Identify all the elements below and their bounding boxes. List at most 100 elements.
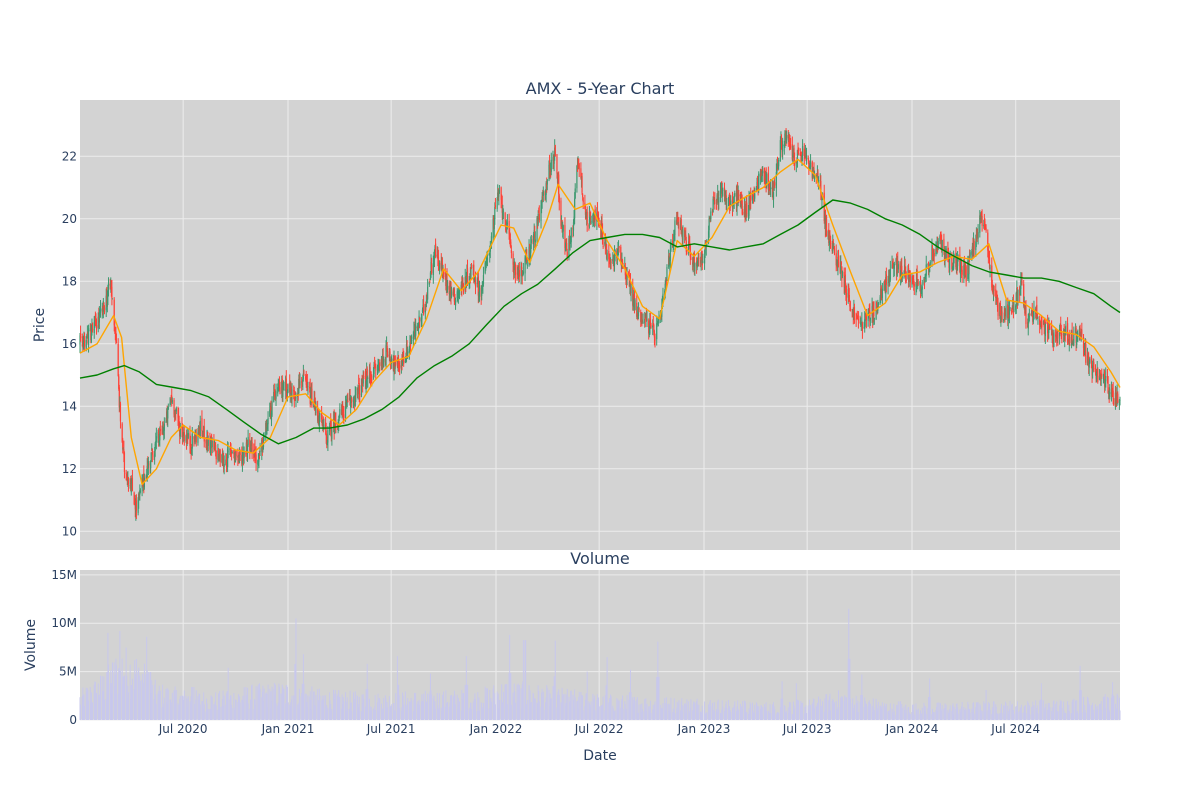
volume-bar bbox=[137, 671, 139, 720]
volume-bar bbox=[386, 702, 388, 720]
volume-bar bbox=[337, 695, 339, 720]
volume-bar bbox=[1113, 696, 1115, 720]
candle-body bbox=[869, 310, 871, 322]
candle-body bbox=[945, 248, 947, 259]
volume-chart-title: Volume bbox=[570, 549, 630, 568]
candle-body bbox=[714, 199, 716, 205]
volume-bar bbox=[153, 699, 155, 720]
candle-body bbox=[334, 416, 336, 434]
candle-body bbox=[183, 432, 185, 441]
volume-bar bbox=[349, 690, 351, 720]
candle-body bbox=[1104, 370, 1106, 387]
volume-bar bbox=[706, 712, 708, 720]
volume-bar bbox=[612, 705, 614, 720]
candle-body bbox=[203, 426, 205, 442]
candle-body bbox=[330, 421, 332, 430]
candle-body bbox=[829, 235, 832, 244]
volume-bar bbox=[809, 711, 811, 720]
volume-bar bbox=[506, 683, 508, 720]
volume-bar bbox=[265, 692, 267, 720]
volume-bar bbox=[923, 702, 925, 720]
x-tick-label: Jul 2023 bbox=[782, 722, 832, 736]
candle-body bbox=[578, 158, 580, 166]
candle-body bbox=[755, 186, 758, 192]
volume-bar bbox=[939, 702, 941, 720]
volume-bar bbox=[310, 709, 312, 720]
volume-bar bbox=[965, 709, 967, 720]
volume-bar bbox=[837, 707, 839, 720]
volume-bar bbox=[227, 691, 229, 720]
candle-body bbox=[613, 253, 616, 265]
candle-body bbox=[453, 288, 455, 302]
candle-body bbox=[1011, 311, 1013, 313]
volume-bar bbox=[927, 708, 929, 720]
candle-body bbox=[941, 240, 943, 251]
volume-bar bbox=[977, 702, 979, 720]
candle-body bbox=[290, 386, 292, 393]
candle-body bbox=[421, 313, 423, 320]
candle-body bbox=[669, 250, 671, 261]
candle-body bbox=[794, 160, 796, 166]
volume-bar bbox=[821, 705, 823, 720]
volume-bar bbox=[1048, 703, 1050, 720]
volume-bar bbox=[656, 676, 658, 720]
candle-body bbox=[873, 301, 875, 317]
volume-bar bbox=[102, 690, 104, 720]
volume-bar bbox=[346, 710, 348, 720]
candle-body bbox=[1029, 314, 1031, 316]
volume-bar bbox=[932, 712, 934, 720]
volume-bar bbox=[810, 705, 812, 720]
candle-body bbox=[407, 351, 409, 355]
volume-bar bbox=[943, 707, 945, 720]
volume-bar bbox=[606, 657, 608, 720]
candle-body bbox=[391, 358, 393, 362]
volume-bar bbox=[618, 700, 620, 720]
volume-bar bbox=[896, 707, 898, 720]
candle-body bbox=[911, 276, 913, 285]
volume-bar bbox=[357, 703, 359, 720]
candle-body bbox=[270, 406, 272, 418]
volume-bar bbox=[724, 707, 726, 720]
volume-bar bbox=[761, 705, 763, 720]
volume-bar bbox=[689, 712, 691, 720]
volume-bar bbox=[865, 703, 867, 720]
candle-body bbox=[175, 408, 177, 412]
volume-bar bbox=[1060, 701, 1062, 720]
volume-bar bbox=[943, 709, 945, 720]
candle-body bbox=[1020, 280, 1022, 289]
volume-bar bbox=[1060, 700, 1062, 720]
volume-bar bbox=[996, 713, 998, 720]
candle-body bbox=[279, 387, 281, 394]
volume-bar bbox=[704, 713, 706, 720]
candle-body bbox=[951, 269, 954, 271]
volume-bar bbox=[564, 693, 566, 720]
volume-bar bbox=[490, 701, 492, 720]
volume-bar bbox=[501, 702, 503, 720]
volume-bar bbox=[88, 700, 90, 720]
volume-bar bbox=[909, 714, 911, 720]
volume-bar bbox=[227, 667, 229, 720]
volume-bar bbox=[534, 698, 536, 720]
candle-body bbox=[399, 365, 401, 370]
candle-body bbox=[225, 457, 228, 465]
volume-bar bbox=[637, 712, 639, 720]
volume-bar bbox=[622, 708, 624, 720]
volume-bar bbox=[820, 705, 822, 720]
candle-body bbox=[1000, 316, 1002, 322]
volume-bar bbox=[816, 707, 818, 720]
candle-body bbox=[433, 258, 435, 265]
candle-body bbox=[103, 307, 106, 313]
volume-bar bbox=[498, 708, 500, 720]
volume-bar bbox=[493, 685, 495, 720]
volume-bar bbox=[1028, 709, 1030, 720]
candle-body bbox=[350, 398, 352, 408]
candle-body bbox=[1012, 300, 1015, 311]
volume-bar bbox=[816, 702, 818, 720]
candle-body bbox=[605, 244, 608, 259]
volume-bar bbox=[609, 702, 611, 720]
candle-body bbox=[115, 331, 117, 342]
candle-body bbox=[724, 197, 726, 198]
volume-bar bbox=[758, 706, 760, 720]
volume-bar bbox=[967, 701, 969, 720]
volume-bar bbox=[889, 703, 891, 720]
